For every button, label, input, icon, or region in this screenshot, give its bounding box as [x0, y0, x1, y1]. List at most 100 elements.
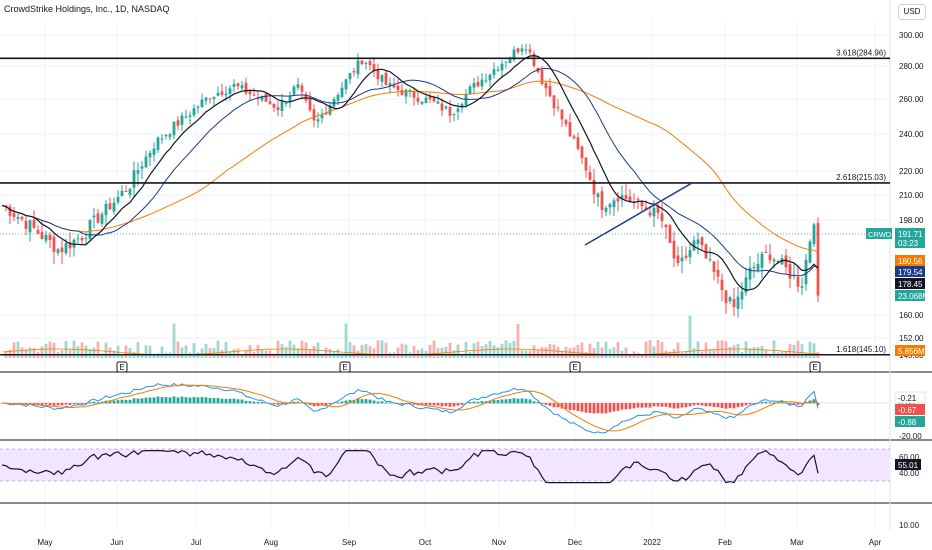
- candle-body: [364, 62, 368, 64]
- macd-hist-bar: [724, 403, 728, 409]
- macd-value-badge: [894, 391, 926, 404]
- volume-bar: [812, 343, 816, 358]
- volume-bar: [8, 349, 12, 358]
- candle-body: [124, 190, 128, 192]
- candle-body: [680, 257, 684, 262]
- candle-body: [252, 94, 256, 96]
- macd-hist-bar: [564, 403, 568, 409]
- macd-hist-bar: [192, 397, 196, 404]
- candle-body: [736, 296, 740, 309]
- candle-body: [324, 112, 328, 115]
- fib-levels: 3.618(284.96) 2.618(215.03) 1.618(145.10) E…: [0, 48, 890, 373]
- volume-bar: [216, 340, 220, 358]
- candle-body: [280, 101, 284, 112]
- candle-body: [688, 250, 692, 258]
- candle-body: [196, 106, 200, 108]
- candle-body: [212, 96, 216, 100]
- candle-body: [328, 105, 332, 115]
- candle-body: [784, 255, 788, 268]
- macd-hist-bar: [152, 397, 156, 404]
- candle-body: [732, 299, 736, 307]
- macd-hist-bar: [72, 403, 76, 405]
- candle-body: [312, 109, 316, 121]
- volume-bar: [292, 344, 296, 358]
- macd-hist-bar: [216, 398, 220, 404]
- price-tick-label: 198.00: [899, 216, 924, 225]
- volume-bar: [460, 353, 464, 358]
- volume-bar: [104, 342, 108, 358]
- currency-button[interactable]: USD: [898, 4, 926, 20]
- candle-body: [260, 95, 264, 101]
- x-tick-label: Jul: [191, 538, 201, 547]
- price-tick-label: 300.00: [899, 31, 924, 40]
- volume-bar: [76, 346, 80, 358]
- candle-body: [556, 107, 560, 109]
- candle-body: [808, 241, 812, 263]
- volume-bar: [404, 344, 408, 358]
- macd-hist-bar: [692, 403, 696, 406]
- macd-hist-bar: [224, 398, 228, 404]
- macd-hist-bar: [20, 403, 24, 405]
- candle-body: [208, 98, 212, 100]
- macd-hist-bar: [668, 403, 672, 408]
- ema-line: [1, 80, 819, 253]
- candle-body: [588, 172, 592, 180]
- candle-body: [116, 196, 120, 203]
- candle-body: [356, 60, 360, 75]
- macd-hist-bar: [116, 400, 120, 404]
- volume-bar: [136, 342, 140, 358]
- price-badge-value: 179.54: [898, 268, 923, 277]
- macd-hist-bar: [228, 398, 232, 404]
- volume-bar: [760, 345, 764, 358]
- volume-bar: [752, 346, 756, 358]
- candle-body: [316, 119, 320, 122]
- candle-body: [660, 213, 664, 222]
- volume-bar: [232, 349, 236, 358]
- x-tick-label: 2022: [643, 538, 661, 547]
- macd-hist-bar: [388, 402, 392, 404]
- volume-bar: [496, 347, 500, 358]
- macd-hist-bar: [368, 399, 372, 404]
- price-tick-label: 210.00: [899, 191, 924, 200]
- volume-bar: [724, 341, 728, 358]
- macd-hist-bar: [148, 397, 152, 404]
- macd-hist-bar: [552, 403, 556, 408]
- candle-body: [168, 134, 172, 137]
- candle-body: [636, 199, 640, 201]
- macd-hist-bar: [544, 403, 548, 405]
- candle-body: [40, 232, 44, 240]
- volume-bar: [180, 347, 184, 358]
- volume-bar: [744, 341, 748, 358]
- volume-bar: [748, 348, 752, 358]
- macd-hist-bar: [328, 403, 332, 405]
- candle-body: [380, 75, 384, 82]
- candle-body: [572, 136, 576, 139]
- candle-body: [724, 290, 728, 304]
- candle-body: [308, 98, 312, 111]
- macd-hist-bar: [496, 400, 500, 404]
- volume-bar: [84, 345, 88, 358]
- volume-bar: [544, 347, 548, 358]
- volume-bar: [604, 341, 608, 358]
- macd-hist-bar: [432, 403, 436, 406]
- price-tick-label: 160.00: [899, 311, 924, 320]
- volume-bar: [64, 341, 68, 358]
- candle-body: [412, 91, 416, 98]
- macd-hist-bar: [256, 402, 260, 404]
- candle-body: [72, 239, 76, 248]
- macd-hist-bar: [532, 401, 536, 404]
- symbol-badge: [866, 228, 892, 239]
- macd-hist-bar: [440, 403, 444, 407]
- macd-hist-bar: [364, 399, 368, 404]
- macd-hist-bar: [232, 398, 236, 404]
- macd-hist-bar: [312, 403, 316, 407]
- candle-body: [424, 97, 428, 104]
- volume-bar: [464, 341, 468, 358]
- macd-hist-bar: [156, 396, 160, 404]
- macd-hist-bar: [628, 403, 632, 410]
- macd-hist-bar: [240, 399, 244, 404]
- candle-body: [220, 91, 224, 95]
- candle-body: [436, 101, 440, 104]
